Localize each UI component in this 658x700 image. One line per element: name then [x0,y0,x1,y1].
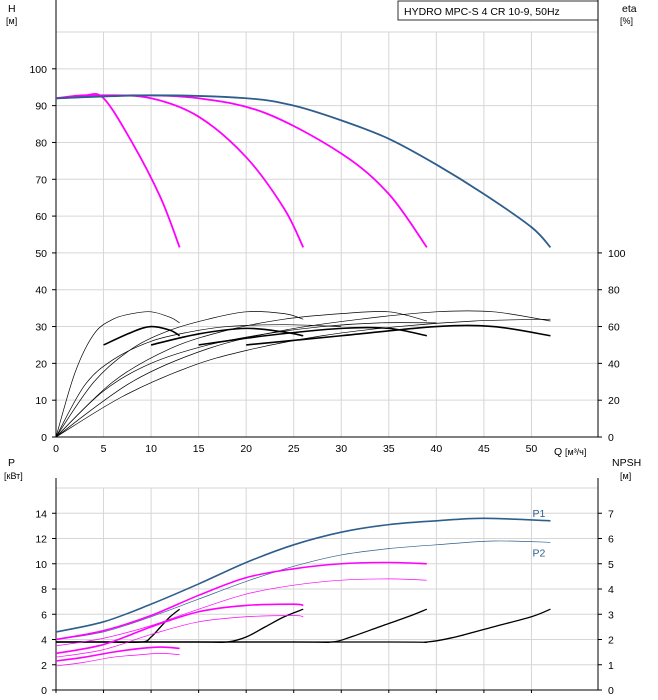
top-plot-axes [55,0,599,438]
power-curve [55,561,427,641]
head-curve [55,92,181,248]
x-tick-label: 40 [431,443,443,455]
efficiency-curve [246,324,551,346]
top-plot-curves [55,92,552,438]
right-tick-label: 0 [608,432,614,444]
top-plot-ticks: 0 10 20 30 40 50 60 70 80 90 100 0 20 40 60 80 100 0 5 10 15… [29,64,625,455]
bottom-plot-series-labels: P1 P2 [532,508,545,559]
efficiency-curve [55,311,427,438]
x-tick-label: 10 [145,443,157,455]
left-tick-label: 10 [35,395,47,407]
power-curve [55,653,180,667]
power-curve [55,646,180,662]
power-curve-p2 [55,540,551,640]
left-tick-label: 100 [29,64,47,76]
x-tick-label: 35 [383,443,395,455]
npsh-curve [55,608,551,644]
left-tick-label: 2 [41,660,47,672]
right-tick-label: 5 [608,559,614,571]
left-tick-label: 14 [35,508,47,520]
right-tick-label: 6 [608,534,614,546]
title-box: HYDRO MPC-S 4 CR 10-9, 50Hz [397,0,599,21]
left-tick-label: 0 [41,432,47,444]
head-curve [55,94,305,248]
efficiency-curve [55,318,551,438]
right-tick-label: 40 [608,358,620,370]
right-tick-label: 7 [608,508,614,520]
plot-frame [55,31,599,438]
right-tick-label: 60 [608,322,620,334]
bottom-plot-curves [55,517,551,667]
right-tick-label: 0 [608,685,614,697]
left-tick-label: 10 [35,559,47,571]
power-curve [55,615,304,658]
x-tick-label: 5 [101,443,107,455]
efficiency-curve [55,311,180,438]
x-tick-label: 20 [240,443,252,455]
left-tick-label: 80 [35,137,47,149]
left-tick-label: 60 [35,211,47,223]
eta-axis-label: eta [622,3,637,15]
left-tick-label: 6 [41,609,47,621]
x-tick-label: 15 [193,443,205,455]
head-axis-unit: [м] [6,16,17,26]
efficiency-curve [55,310,551,438]
eta-axis-unit: [%] [620,16,633,26]
left-tick-label: 4 [41,635,47,647]
power-curve [55,578,427,647]
right-tick-label: 100 [608,248,626,260]
head-curve [55,94,428,248]
flow-axis-unit: [м³/ч] [565,447,586,457]
efficiency-curve [55,311,304,438]
power-axis-unit: [кВт] [4,471,23,481]
chart-title: HYDRO MPC-S 4 CR 10-9, 50Hz [404,6,560,18]
left-tick-label: 8 [41,584,47,596]
left-tick-label: 30 [35,322,47,334]
left-tick-label: 12 [35,534,47,546]
x-tick-label: 45 [478,443,490,455]
efficiency-curve [55,324,342,438]
head-curve [55,94,552,249]
power-axis-label: P [8,457,15,469]
top-plot-grid [55,31,599,438]
right-tick-label: 20 [608,395,620,407]
npsh-axis-label: NPSH [612,457,641,469]
bottom-plot-grid [55,487,599,691]
power-curve-p1 [55,517,551,633]
power-curve [55,603,304,655]
x-tick-label: 0 [53,443,59,455]
left-tick-label: 90 [35,101,47,113]
series-label-p2: P2 [532,547,545,559]
left-tick-label: 40 [35,285,47,297]
x-tick-label: 30 [335,443,347,455]
efficiency-curve [103,325,181,346]
flow-axis-label: Q [554,446,562,458]
head-axis-label: H [8,3,16,15]
npsh-axis-unit: [м] [620,471,631,481]
right-tick-label: 4 [608,584,614,596]
x-tick-label: 50 [526,443,538,455]
left-tick-label: 20 [35,358,47,370]
left-tick-label: 70 [35,174,47,186]
left-tick-label: 0 [41,685,47,697]
right-tick-label: 2 [608,635,614,647]
bottom-plot-axes [55,478,599,691]
x-tick-label: 25 [288,443,300,455]
right-tick-label: 3 [608,609,614,621]
left-tick-label: 50 [35,248,47,260]
series-label-p1: P1 [532,508,545,520]
right-tick-label: 1 [608,660,614,672]
right-tick-label: 80 [608,285,620,297]
efficiency-curve [55,322,437,438]
